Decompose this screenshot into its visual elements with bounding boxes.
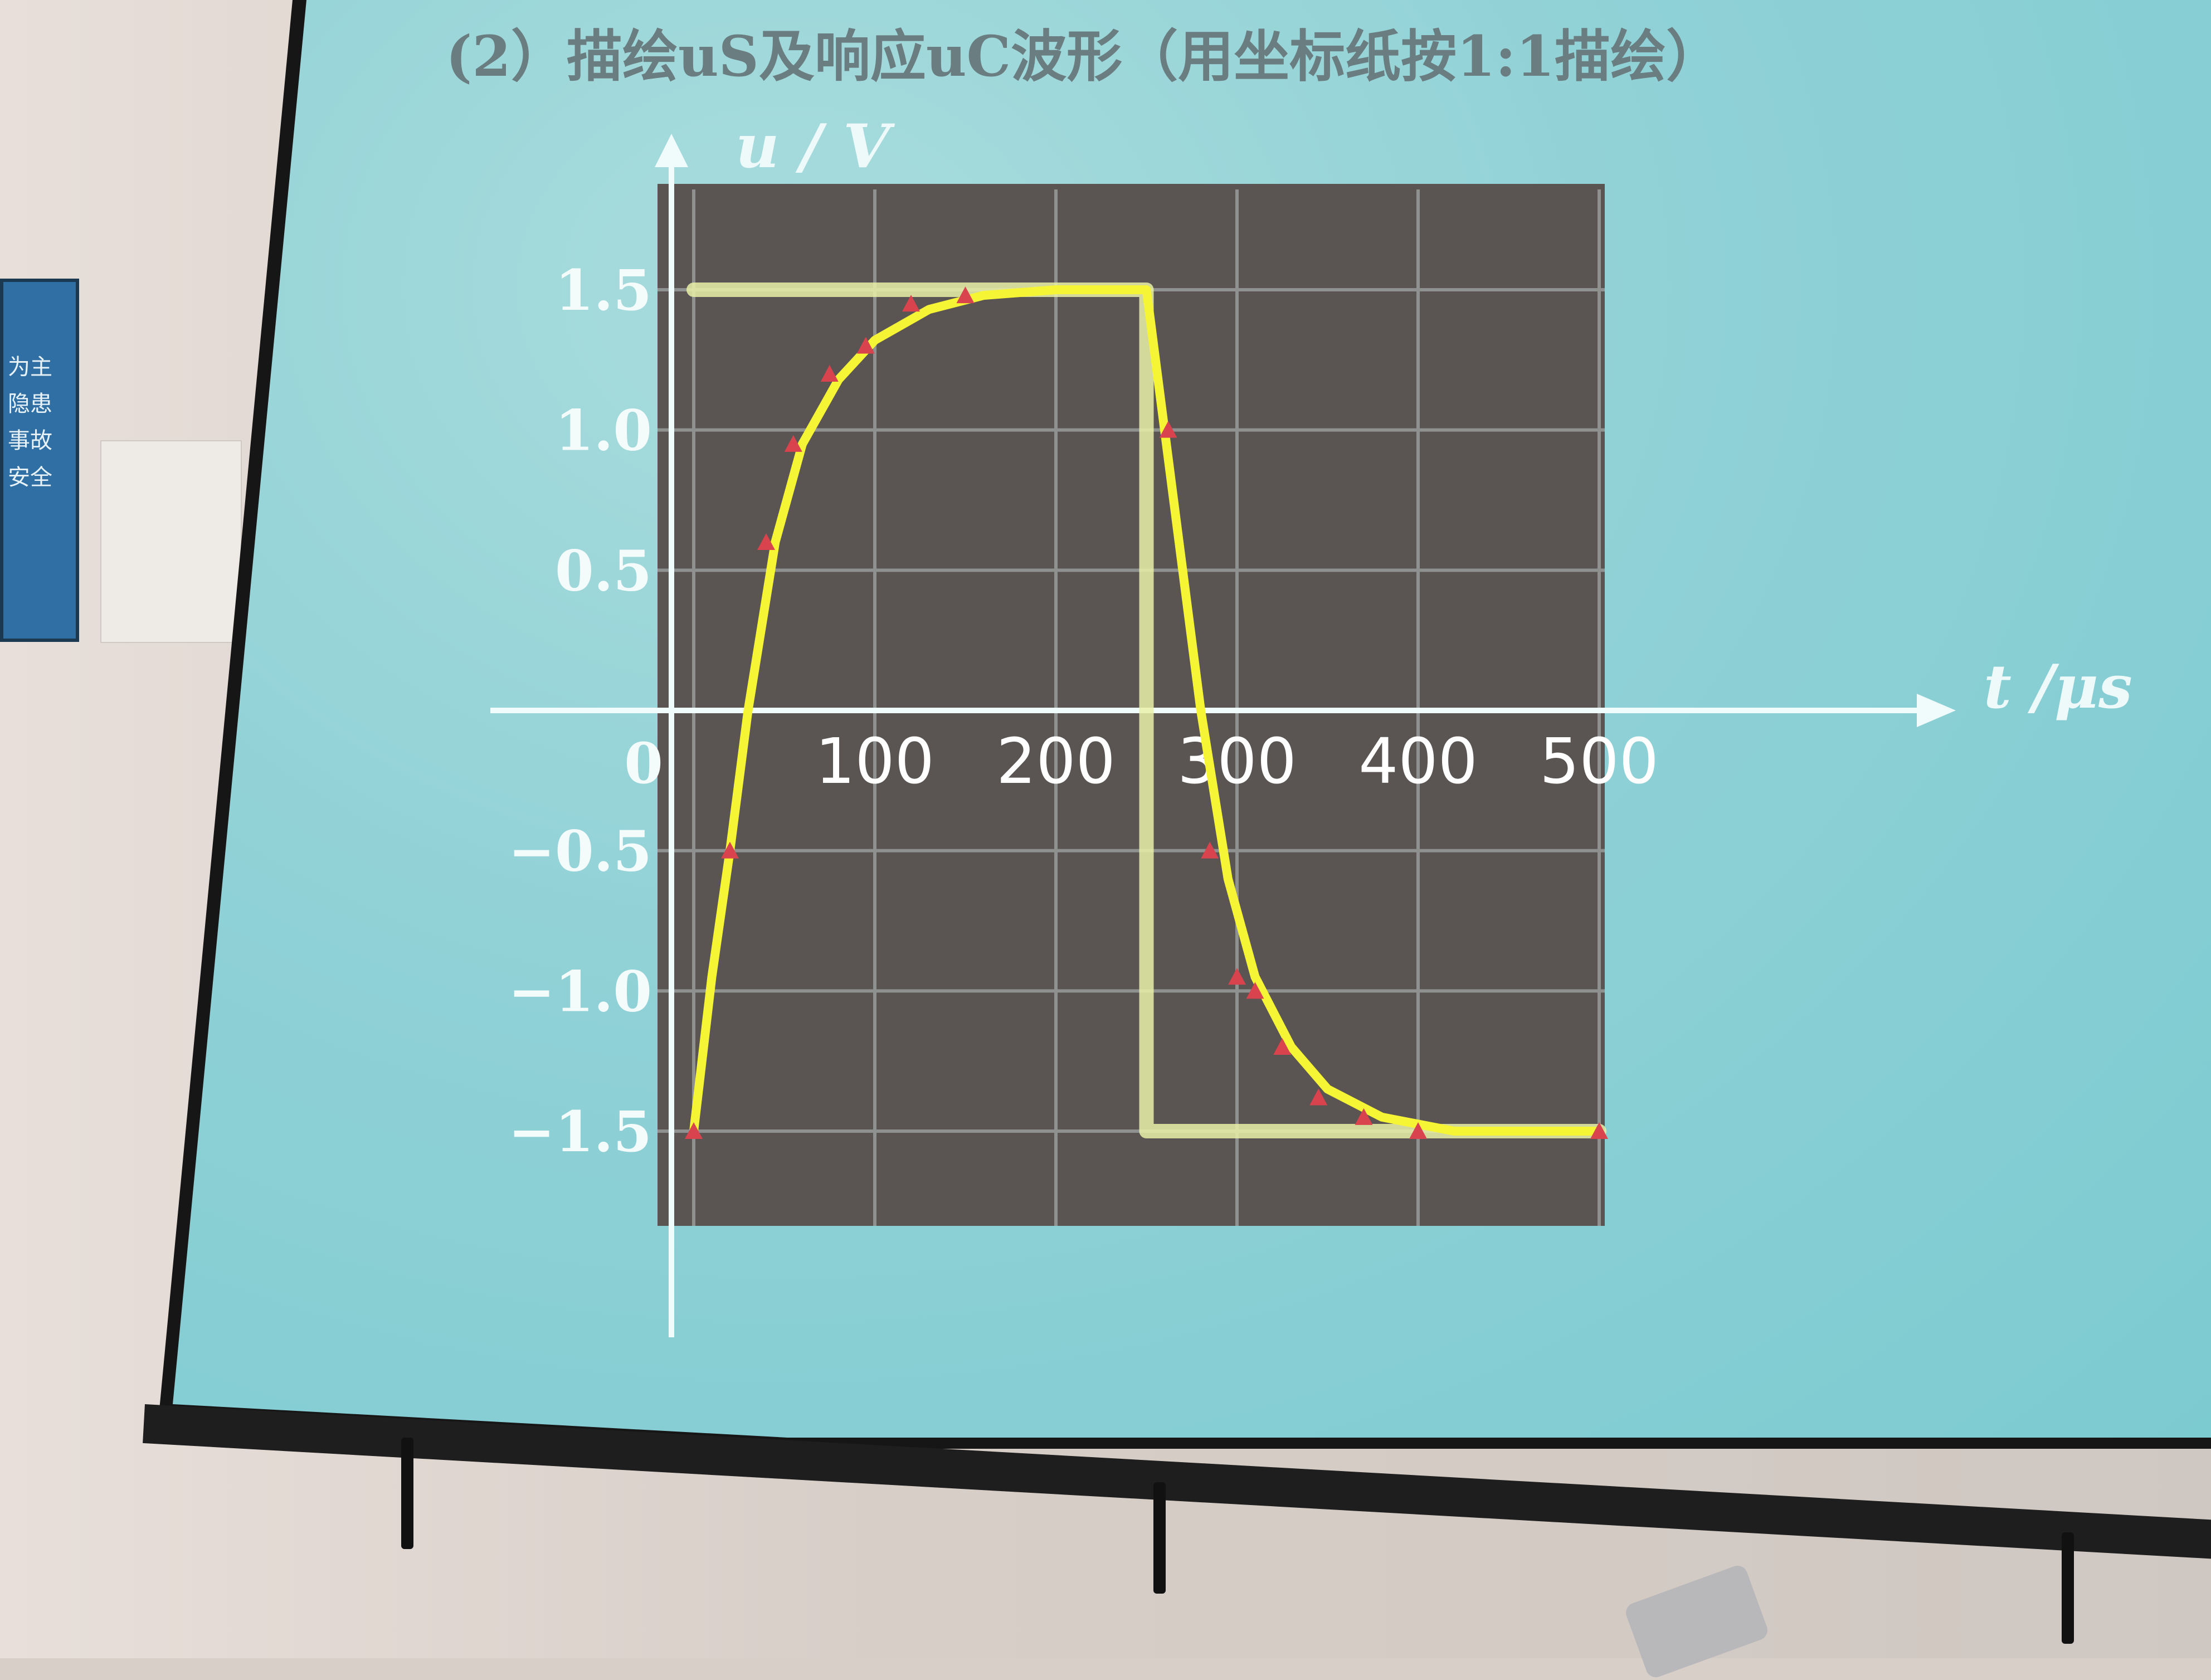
slide-title: (2）描绘uS及响应uC波形（用坐标纸按1:1描绘）: [446, 23, 1722, 89]
poster-line: 安全: [8, 465, 52, 490]
wall-poster: 为主 隐患 事故 安全: [0, 279, 79, 642]
x-axis-arrow: [1917, 694, 1956, 727]
data-marker: [1273, 1038, 1292, 1055]
poster-line: 隐患: [8, 391, 52, 417]
x-tick-label: 200: [996, 725, 1116, 798]
data-marker: [1309, 1088, 1328, 1106]
screen-strap: [2062, 1532, 2074, 1644]
x-tick-label: 400: [1358, 725, 1478, 798]
data-marker: [956, 286, 975, 304]
data-marker: [1201, 841, 1219, 859]
y-tick-label: 1.0: [555, 398, 652, 464]
data-marker: [1590, 1122, 1608, 1139]
x-tick-label: 500: [1540, 725, 1659, 798]
screen-strap: [401, 1438, 413, 1549]
data-marker: [757, 533, 775, 550]
series-line-uS: [686, 283, 1606, 1138]
poster-line: 为主: [8, 354, 52, 380]
data-marker: [1246, 982, 1264, 999]
plot-area: 1.5 1.0 0.5 −0.5 −1.0 −1.5 0 100 200 300 400 500: [490, 134, 1956, 1337]
x-tick-label: 100: [815, 725, 934, 798]
data-marker: [856, 337, 875, 354]
plot-background: [658, 184, 1605, 1226]
data-marker: [1409, 1122, 1427, 1139]
data-marker: [721, 841, 739, 859]
y-axis-label: u / V: [736, 111, 890, 182]
poster-text: 为主 隐患 事故 安全: [8, 349, 64, 496]
x-axis-label: t /μs: [1984, 652, 2132, 722]
data-marker: [685, 1122, 703, 1139]
paper-sheet: [100, 440, 242, 643]
y-tick-label: 1.5: [555, 257, 652, 323]
y-tick-label: −0.5: [508, 819, 652, 884]
screen-strap: [1153, 1482, 1166, 1594]
y-tick-label: −1.0: [508, 958, 652, 1024]
y-axis-arrow: [655, 134, 688, 167]
series-line-uC: [689, 285, 1604, 1136]
x-tick-label: 0: [624, 731, 663, 796]
y-tick-label: 0.5: [555, 538, 652, 603]
poster-line: 事故: [8, 428, 52, 454]
data-marker: [820, 365, 839, 382]
x-tick-label: 300: [1177, 725, 1297, 798]
data-marker: [902, 295, 920, 312]
data-marker: [784, 435, 802, 452]
data-marker: [1159, 421, 1177, 438]
y-tick-label: −1.5: [508, 1099, 652, 1165]
data-marker: [1355, 1108, 1373, 1125]
data-marker: [1228, 968, 1246, 985]
